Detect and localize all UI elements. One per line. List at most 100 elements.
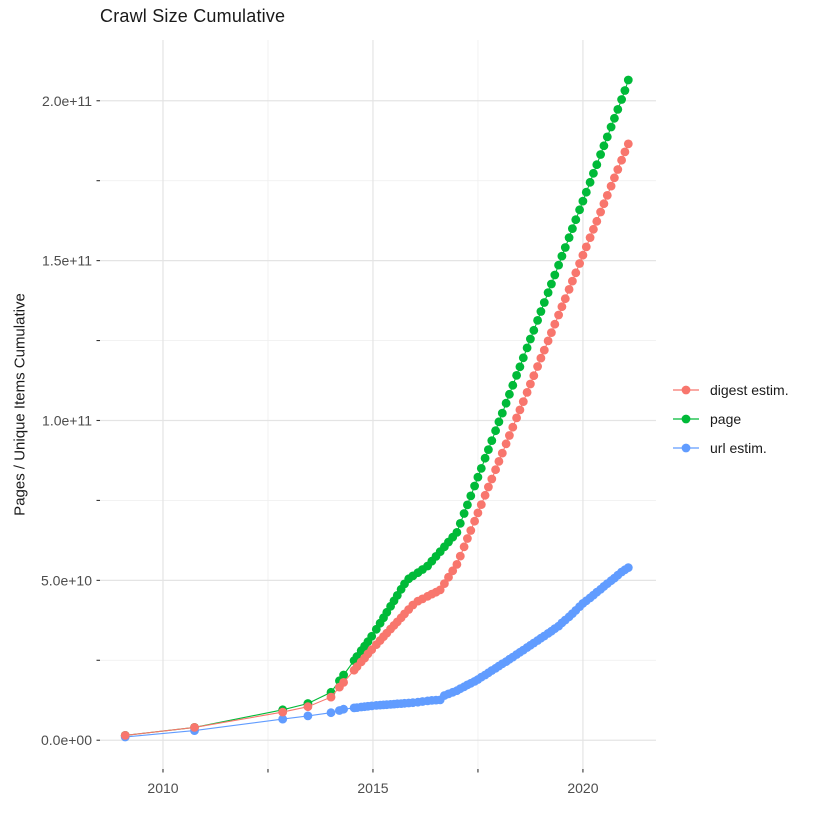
data-point-page [339, 670, 348, 680]
data-point-digest-estim- [484, 482, 493, 492]
data-point-digest-estim- [575, 259, 584, 268]
data-point-digest-estim- [505, 431, 514, 440]
data-point-digest-estim- [529, 371, 539, 381]
data-point-page [596, 150, 605, 159]
data-point-digest-estim- [522, 388, 532, 397]
data-point-digest-estim- [596, 207, 605, 217]
data-point-digest-estim- [326, 692, 336, 702]
data-point-digest-estim- [554, 310, 563, 320]
data-point-digest-estim- [494, 457, 504, 466]
data-point-page [508, 380, 518, 390]
data-point-page [575, 205, 584, 215]
y-tick-label: 1.0e+11 [42, 412, 92, 428]
data-point-page [539, 298, 549, 307]
data-point-digest-estim- [547, 328, 556, 337]
data-point-page [585, 177, 595, 187]
data-point-digest-estim- [444, 572, 453, 582]
data-point-digest-estim- [620, 147, 630, 157]
data-point-page [617, 95, 626, 104]
data-point-digest-estim- [278, 707, 288, 717]
y-axis-title: Pages / Unique Items Cumulative [11, 293, 29, 516]
data-point-page [494, 417, 504, 427]
data-point-page [522, 343, 532, 353]
x-tick-label: 2015 [357, 780, 388, 796]
data-point-digest-estim- [533, 362, 542, 371]
data-point-digest-estim- [613, 165, 623, 174]
data-point-digest-estim- [339, 678, 348, 687]
data-point-page [484, 445, 493, 454]
data-point-digest-estim- [539, 345, 549, 355]
data-point-digest-estim- [515, 405, 525, 415]
data-point-digest-estim- [543, 336, 553, 346]
data-point-digest-estim- [585, 233, 595, 243]
data-point-digest-estim- [571, 268, 581, 278]
legend-key-icon [673, 443, 699, 453]
data-point-digest-estim- [452, 560, 462, 569]
legend-item-url-estim: url estim. [672, 438, 789, 458]
data-point-digest-estim- [190, 723, 199, 732]
data-point-page [606, 122, 616, 132]
data-point-digest-estim- [497, 448, 507, 458]
data-point-digest-estim- [526, 379, 535, 389]
legend-label: url estim. [710, 440, 767, 456]
data-point-page [620, 86, 630, 95]
data-point-digest-estim- [512, 413, 521, 423]
data-point-digest-estim- [518, 397, 528, 406]
data-point-page [610, 113, 619, 123]
data-point-page [602, 132, 612, 142]
data-point-page [452, 528, 462, 537]
data-point-digest-estim- [455, 551, 465, 561]
data-point-page [571, 215, 581, 225]
legend-key-icon [673, 385, 699, 395]
x-tick-label: 2020 [567, 780, 598, 796]
data-point-digest-estim- [550, 319, 560, 329]
legend-label: page [710, 411, 742, 427]
data-point-digest-estim- [459, 542, 469, 552]
data-point-url-estim- [623, 563, 633, 572]
data-point-url-estim- [303, 711, 313, 721]
data-point-url-estim- [278, 714, 288, 724]
data-point-digest-estim- [564, 285, 574, 294]
data-point-digest-estim- [480, 490, 490, 500]
data-point-digest-estim- [536, 353, 546, 363]
data-point-page [599, 141, 609, 151]
data-point-digest-estim- [303, 702, 313, 712]
data-point-page [505, 389, 514, 399]
x-tick-label: 2010 [147, 780, 178, 796]
data-point-page [547, 279, 556, 289]
legend-label: digest estim. [710, 382, 789, 398]
data-point-digest-estim- [560, 294, 570, 304]
data-point-page [480, 453, 490, 463]
data-point-digest-estim- [448, 566, 458, 576]
data-point-digest-estim- [435, 585, 445, 595]
data-point-page [466, 491, 476, 501]
data-point-digest-estim- [470, 516, 479, 526]
data-point-digest-estim- [466, 526, 476, 535]
data-point-page [536, 307, 546, 316]
data-point-page [512, 371, 521, 380]
data-point-digest-estim- [581, 242, 591, 252]
y-tick-label: 1.5e+11 [42, 253, 92, 269]
legend: digest estim. page url estim. [672, 380, 789, 458]
y-tick-label: 2.0e+11 [42, 93, 92, 109]
data-point-digest-estim- [501, 439, 511, 449]
data-point-digest-estim- [463, 534, 472, 543]
data-point-digest-estim- [120, 731, 130, 740]
data-point-page [613, 105, 623, 114]
data-point-digest-estim- [508, 422, 518, 432]
data-point-page [367, 631, 377, 641]
data-point-digest-estim- [617, 155, 626, 165]
data-point-page [578, 196, 588, 206]
data-point-page [589, 168, 598, 178]
data-point-page [455, 519, 465, 528]
data-point-page [564, 233, 574, 243]
data-point-digest-estim- [610, 173, 619, 183]
series-line-page [125, 79, 629, 736]
data-point-digest-estim- [606, 181, 616, 191]
legend-key-icon [673, 414, 699, 424]
data-point-page [518, 353, 528, 363]
data-point-digest-estim- [568, 276, 577, 286]
data-point-url-estim- [339, 704, 348, 714]
